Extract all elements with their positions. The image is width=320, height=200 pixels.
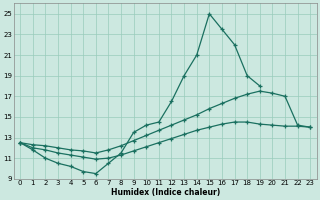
X-axis label: Humidex (Indice chaleur): Humidex (Indice chaleur) bbox=[111, 188, 220, 197]
